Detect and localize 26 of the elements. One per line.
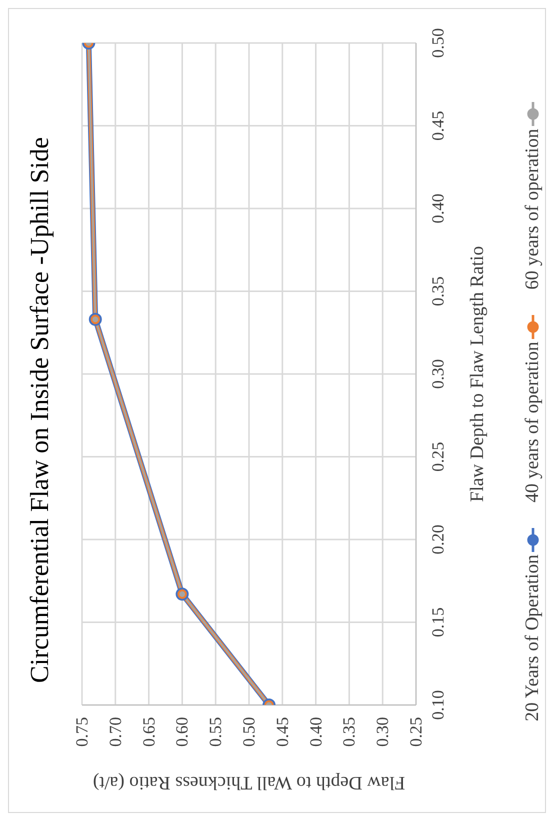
x-tick-label: 0.60	[172, 717, 192, 747]
y-tick-label: 0.45	[428, 110, 448, 141]
x-tick-label: 0.30	[373, 717, 392, 747]
x-tick-label: 0.35	[340, 717, 359, 747]
x-tick-label: 0.50	[240, 717, 258, 747]
x-tick-label: 0.25	[406, 717, 426, 747]
x-axis-title: Flaw Depth to Wall Thickness Ratio (a/t)	[92, 771, 406, 795]
x-tick-label: 0.75	[72, 717, 92, 747]
y-tick-label: 0.25	[428, 442, 448, 472]
y-tick-label: 0.15	[428, 607, 448, 638]
x-tick-label: 0.40	[306, 717, 326, 747]
y-tick-label: 0.10	[428, 690, 448, 720]
legend-label: 20 Years of Operation	[522, 554, 544, 722]
x-tick-label: 0.70	[106, 717, 125, 747]
legend-label: 40 years of operation	[522, 342, 544, 503]
y-tick-label: 0.30	[428, 359, 448, 389]
legend-label: 60 years of operation	[522, 128, 544, 290]
y-axis-title: Flaw Depth to Flaw Length Ratio	[466, 245, 489, 504]
text: Circumferential Flaw on Inside Surface -Uphill Side	[24, 136, 55, 685]
y-tick-label: 0.40	[428, 194, 448, 224]
y-tick-label: 0.50	[428, 28, 448, 58]
y-tick-label: 0.35	[428, 276, 448, 306]
y-tick-label: 0.20	[428, 524, 448, 554]
x-tick-label: 0.55	[206, 717, 226, 747]
x-tick-label: 0.65	[139, 717, 158, 747]
x-tick-label: 0.45	[272, 717, 292, 747]
